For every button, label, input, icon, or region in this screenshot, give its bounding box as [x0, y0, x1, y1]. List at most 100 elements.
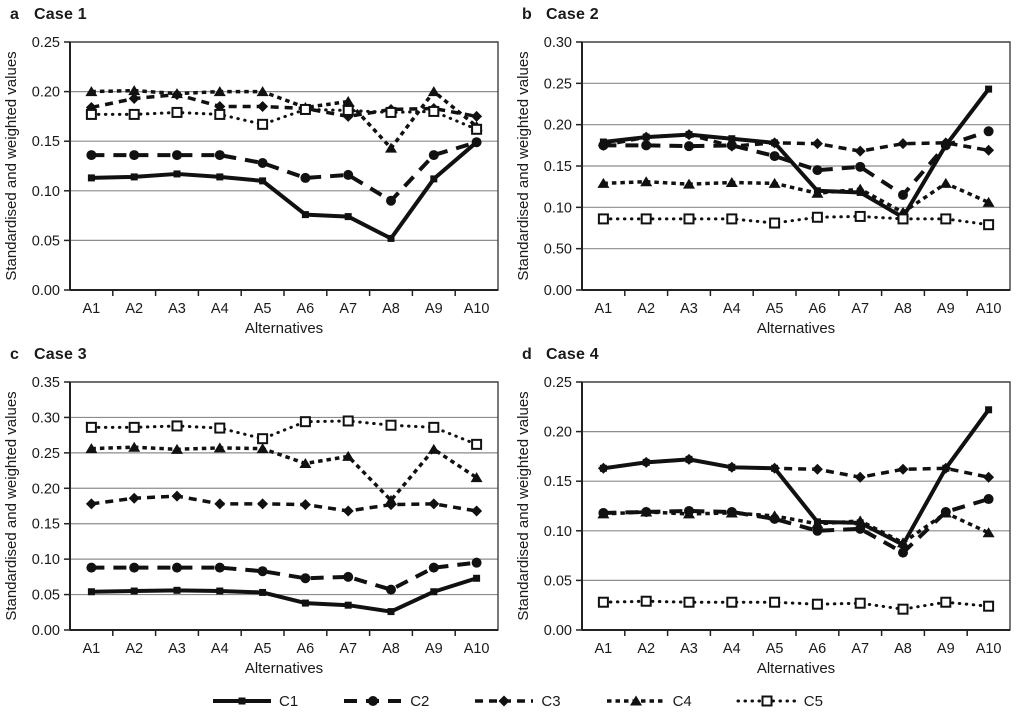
svg-text:0.10: 0.10 [544, 524, 572, 540]
svg-text:0.25: 0.25 [544, 76, 572, 92]
svg-text:A1: A1 [595, 301, 613, 317]
panel-title: a Case 1 [10, 6, 87, 24]
legend-item-c1: C1 [211, 692, 298, 710]
svg-text:Standardised and weighted valu: Standardised and weighted values [515, 391, 532, 620]
legend-item-c2: C2 [342, 692, 429, 710]
svg-text:0.05: 0.05 [32, 233, 60, 249]
svg-text:A4: A4 [211, 641, 229, 657]
svg-text:A6: A6 [297, 301, 315, 317]
c1-line-square-icon [213, 697, 272, 705]
svg-text:0.20: 0.20 [32, 85, 60, 101]
svg-text:0.25: 0.25 [32, 446, 60, 462]
svg-text:0.30: 0.30 [544, 35, 572, 51]
svg-text:A5: A5 [254, 641, 272, 657]
panel-title-text: Case 1 [34, 6, 87, 23]
c3-line-diamond-icon [475, 695, 534, 707]
svg-text:0.30: 0.30 [32, 410, 60, 426]
svg-text:A3: A3 [680, 641, 698, 657]
chart-canvas-case-2: 0.00 0.50 0.10 0.15 0.20 0.25 0.30 A1 A2 A3 A4 A5 A6… [515, 35, 1011, 337]
legend-label: C3 [541, 692, 561, 710]
svg-text:A7: A7 [851, 641, 869, 657]
svg-text:A4: A4 [723, 641, 741, 657]
chart-canvas-case-3: 0.00 0.05 0.10 0.15 0.20 0.25 0.30 0.35 A1 A2 A3 A4… [3, 375, 499, 677]
legend: C1 C2 C3 C4 C5 [0, 680, 1024, 722]
svg-text:A3: A3 [168, 301, 186, 317]
chart-canvas-case-4: 0.00 0.05 0.10 0.15 0.20 0.25 A1 A2 A3 A4 A5 A6 A7 A8… [515, 375, 1011, 677]
svg-text:0.15: 0.15 [32, 134, 60, 150]
panel-case-4: d Case 4 0.00 0.05 0.10 0.15 0.20 0.25 A1 A2 A3 A4… [512, 340, 1024, 680]
legend-item-c4: C4 [605, 692, 692, 710]
panel-title: c Case 3 [10, 346, 87, 364]
svg-text:A5: A5 [254, 301, 272, 317]
svg-text:A5: A5 [766, 641, 784, 657]
svg-text:A9: A9 [937, 301, 955, 317]
c2-line-circle-icon [344, 696, 403, 706]
svg-text:0.00: 0.00 [544, 623, 572, 639]
legend-label: C4 [672, 692, 692, 710]
legend-label: C1 [279, 692, 299, 710]
svg-text:A9: A9 [937, 641, 955, 657]
svg-text:0.10: 0.10 [544, 200, 572, 216]
svg-text:A7: A7 [339, 301, 357, 317]
svg-text:A9: A9 [425, 641, 443, 657]
svg-text:A6: A6 [297, 641, 315, 657]
panel-letter: d [522, 346, 532, 363]
svg-text:A2: A2 [637, 641, 655, 657]
svg-text:Standardised and weighted valu: Standardised and weighted values [3, 51, 20, 280]
svg-text:A4: A4 [211, 301, 229, 317]
svg-text:Alternatives: Alternatives [245, 660, 323, 677]
panel-letter: a [10, 6, 20, 23]
panel-letter: b [522, 6, 532, 23]
chart-canvas-case-1: 0.00 0.05 0.10 0.15 0.20 0.25 A1 A2 A3 A4 A5 A6 A7 A8… [3, 35, 499, 337]
svg-text:A2: A2 [125, 301, 143, 317]
svg-text:A9: A9 [425, 301, 443, 317]
panel-title-text: Case 3 [34, 346, 87, 363]
panel-case-2: b Case 2 0.00 0.50 0.10 0.15 0.20 0.25 0.30 A1 A2… [512, 0, 1024, 340]
svg-text:A5: A5 [766, 301, 784, 317]
svg-text:A10: A10 [464, 301, 490, 317]
legend-label: C2 [410, 692, 430, 710]
svg-text:A8: A8 [894, 301, 912, 317]
svg-text:0.10: 0.10 [32, 552, 60, 568]
svg-text:A1: A1 [83, 641, 101, 657]
svg-text:A6: A6 [809, 641, 827, 657]
svg-text:A10: A10 [976, 301, 1002, 317]
svg-text:A2: A2 [125, 641, 143, 657]
svg-text:A8: A8 [382, 641, 400, 657]
svg-text:Alternatives: Alternatives [757, 320, 835, 337]
panel-title: b Case 2 [522, 6, 599, 24]
c5-line-open-square-icon [736, 695, 798, 707]
svg-text:A8: A8 [894, 641, 912, 657]
svg-text:A1: A1 [83, 301, 101, 317]
svg-text:0.00: 0.00 [544, 283, 572, 299]
svg-text:Standardised and weighted valu: Standardised and weighted values [515, 51, 532, 280]
legend-item-c5: C5 [736, 692, 823, 710]
svg-text:0.25: 0.25 [32, 35, 60, 51]
svg-text:0.00: 0.00 [32, 283, 60, 299]
panel-case-1: a Case 1 0.00 0.05 0.10 0.15 0.20 0.25 A1 A2 A3 A4… [0, 0, 512, 340]
svg-text:0.20: 0.20 [544, 425, 572, 441]
svg-text:A6: A6 [809, 301, 827, 317]
legend-label: C5 [803, 692, 823, 710]
svg-text:0.15: 0.15 [544, 474, 572, 490]
panel-title-text: Case 4 [546, 346, 599, 363]
svg-text:0.20: 0.20 [544, 118, 572, 134]
svg-text:Alternatives: Alternatives [757, 660, 835, 677]
panel-case-3: c Case 3 0.00 0.05 0.10 0.15 0.20 0.25 0.30 0.35… [0, 340, 512, 680]
svg-text:0.15: 0.15 [544, 159, 572, 175]
svg-text:0.05: 0.05 [32, 588, 60, 604]
svg-text:A10: A10 [976, 641, 1002, 657]
panels-grid: a Case 1 0.00 0.05 0.10 0.15 0.20 0.25 A1 A2 A3 A4… [0, 0, 1024, 680]
svg-text:A2: A2 [637, 301, 655, 317]
svg-text:A7: A7 [851, 301, 869, 317]
svg-text:A10: A10 [464, 641, 490, 657]
legend-item-c3: C3 [473, 692, 561, 710]
panel-title: d Case 4 [522, 346, 599, 364]
panel-title-text: Case 2 [546, 6, 599, 23]
svg-text:0.35: 0.35 [32, 375, 60, 391]
svg-text:Standardised and weighted valu: Standardised and weighted values [3, 391, 20, 620]
svg-text:A7: A7 [339, 641, 357, 657]
panel-letter: c [10, 346, 20, 363]
svg-text:0.15: 0.15 [32, 517, 60, 533]
